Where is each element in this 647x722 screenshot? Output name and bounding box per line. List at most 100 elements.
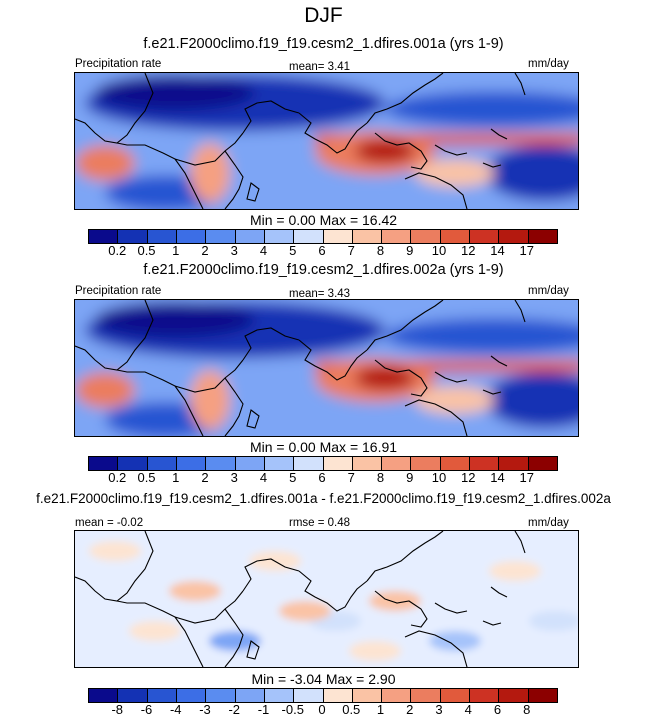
colorbar-swatch <box>499 230 529 243</box>
colorbar-swatch <box>89 457 119 470</box>
colorbar-tick-label: 12 <box>461 243 476 258</box>
panel-2-units-label: mm/day <box>528 285 569 297</box>
colorbar-tick-label: 6 <box>318 470 326 485</box>
colorbar-swatch <box>176 230 207 243</box>
colorbar-tick-label: 0.2 <box>108 470 127 485</box>
panel-2-title: f.e21.F2000climo.f19_f19.cesm2_1.dfires.… <box>143 262 504 278</box>
colorbar-swatch <box>323 230 353 243</box>
panel-2-colorbar <box>88 456 558 471</box>
colorbar-tick-label: 12 <box>461 470 476 485</box>
panel-3-mean-label: mean = -0.02 <box>75 517 144 529</box>
colorbar-swatch <box>411 689 441 702</box>
colorbar-swatch <box>235 457 265 470</box>
colorbar-swatch <box>440 230 471 243</box>
colorbar-swatch <box>118 457 148 470</box>
colorbar-tick-label: 10 <box>431 470 447 485</box>
colorbar-tick-label: 7 <box>347 243 355 258</box>
panel-2-map <box>74 299 579 437</box>
colorbar-tick-label: 2 <box>201 470 209 485</box>
colorbar-tick-label: -4 <box>169 702 182 717</box>
panel-1-mean-label: mean= 3.41 <box>289 61 351 73</box>
colorbar-swatch <box>382 230 412 243</box>
colorbar-swatch <box>89 689 119 702</box>
colorbar-tick-label: 0.5 <box>137 470 156 485</box>
colorbar-swatch <box>206 230 236 243</box>
colorbar-tick-label: 17 <box>519 470 534 485</box>
colorbar-tick-label: 1 <box>172 470 180 485</box>
colorbar-tick-label: -1 <box>257 702 270 717</box>
colorbar-swatch <box>352 457 383 470</box>
colorbar-tick-label: 14 <box>490 470 505 485</box>
colorbar-tick-label: -0.5 <box>281 702 304 717</box>
colorbar-swatch <box>499 457 529 470</box>
colorbar-tick-label: 5 <box>289 470 297 485</box>
colorbar-swatch <box>147 230 177 243</box>
colorbar-swatch <box>323 689 353 702</box>
colorbar-swatch <box>528 457 557 470</box>
colorbar-tick-label: -2 <box>228 702 241 717</box>
colorbar-swatch <box>264 230 295 243</box>
colorbar-swatch <box>294 689 324 702</box>
colorbar-tick-label: 0.2 <box>108 243 127 258</box>
colorbar-swatch <box>440 689 471 702</box>
colorbar-swatch <box>235 689 265 702</box>
colorbar-tick-label: -6 <box>140 702 153 717</box>
colorbar-swatch <box>176 689 207 702</box>
panel-3-minmax: Min = -3.04 Max = 2.90 <box>251 671 396 687</box>
colorbar-tick-label: 8 <box>523 702 531 717</box>
colorbar-swatch <box>382 689 412 702</box>
colorbar-tick-label: 9 <box>406 470 414 485</box>
colorbar-tick-label: 6 <box>493 702 502 717</box>
colorbar-swatch <box>382 457 412 470</box>
colorbar-tick-label: 7 <box>347 470 355 485</box>
panel-1-colorbar <box>88 229 558 244</box>
colorbar-tick-label: 4 <box>259 243 268 258</box>
colorbar-swatch <box>118 230 148 243</box>
panel-1-map <box>74 72 579 210</box>
colorbar-tick-label: 0.5 <box>137 243 156 258</box>
panel-1-colorbar-ticks: 0.2 0.5 1 2 3 4 5 6 7 8 9 10 12 14 17 <box>88 243 556 259</box>
colorbar-tick-label: 1 <box>376 702 385 717</box>
colorbar-tick-label: 0.5 <box>342 702 361 717</box>
colorbar-swatch <box>411 230 441 243</box>
colorbar-tick-label: 5 <box>289 243 297 258</box>
colorbar-tick-label: 14 <box>490 243 505 258</box>
panel-1-units-label: mm/day <box>528 58 569 70</box>
colorbar-tick-label: 4 <box>464 702 472 717</box>
colorbar-swatch <box>470 457 500 470</box>
colorbar-tick-label: 3 <box>230 470 238 485</box>
colorbar-swatch <box>528 230 557 243</box>
colorbar-swatch <box>470 230 500 243</box>
panel-1-title: f.e21.F2000climo.f19_f19.cesm2_1.dfires.… <box>143 36 504 52</box>
panel-2-minmax: Min = 0.00 Max = 16.91 <box>249 439 398 455</box>
colorbar-swatch <box>206 457 236 470</box>
colorbar-swatch <box>294 230 324 243</box>
panel-2-mean-label: mean= 3.43 <box>289 288 351 300</box>
panel-2-colorbar-ticks: 0.2 0.5 1 2 3 4 5 6 7 8 9 10 12 14 17 <box>88 470 556 486</box>
panel-3-units-label: mm/day <box>528 517 569 529</box>
colorbar-swatch <box>499 689 529 702</box>
colorbar-swatch <box>352 230 383 243</box>
colorbar-swatch <box>235 230 265 243</box>
colorbar-tick-label: 10 <box>431 243 447 258</box>
colorbar-tick-label: 4 <box>259 470 268 485</box>
colorbar-tick-label: 8 <box>376 470 385 485</box>
colorbar-tick-label: 6 <box>318 243 326 258</box>
panel-3-title: f.e21.F2000climo.f19_f19.cesm2_1.dfires.… <box>36 491 611 506</box>
colorbar-tick-label: -8 <box>111 702 124 717</box>
colorbar-swatch <box>176 457 207 470</box>
colorbar-tick-label: 3 <box>230 243 238 258</box>
panel-3-colorbar-ticks: -8 -6 -4 -3 -2 -1 -0.5 0 0.5 1 2 3 4 6 8 <box>88 702 556 718</box>
colorbar-swatch <box>118 689 148 702</box>
panel-2-variable-label: Precipitation rate <box>75 285 162 297</box>
panel-1-variable-label: Precipitation rate <box>75 58 162 70</box>
colorbar-tick-label: 17 <box>519 243 534 258</box>
colorbar-swatch <box>323 457 353 470</box>
colorbar-swatch <box>206 689 236 702</box>
colorbar-swatch <box>147 457 177 470</box>
colorbar-swatch <box>147 689 177 702</box>
colorbar-swatch <box>411 457 441 470</box>
colorbar-swatch <box>528 689 557 702</box>
colorbar-swatch <box>470 689 500 702</box>
colorbar-swatch <box>264 457 295 470</box>
